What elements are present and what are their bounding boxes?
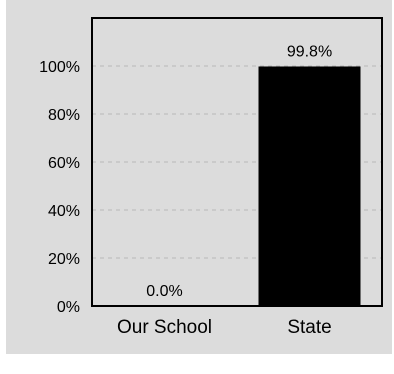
data-label: 0.0% xyxy=(146,283,182,300)
data-label: 99.8% xyxy=(287,43,332,60)
y-tick-label: 80% xyxy=(48,107,80,124)
y-tick-label: 20% xyxy=(48,251,80,268)
y-tick-label: 0% xyxy=(57,299,80,316)
y-tick-label: 60% xyxy=(48,155,80,172)
category-label: Our School xyxy=(117,317,212,338)
category-label: State xyxy=(287,317,331,338)
plot-frame xyxy=(91,17,383,307)
bar xyxy=(258,66,361,306)
y-tick-label: 40% xyxy=(48,203,80,220)
y-tick-label: 100% xyxy=(39,59,80,76)
